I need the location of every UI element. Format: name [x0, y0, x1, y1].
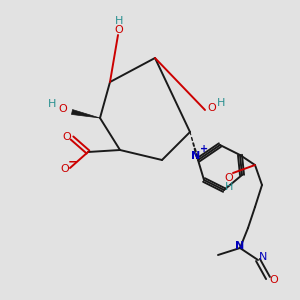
- Text: H: H: [225, 182, 233, 192]
- Text: H: H: [115, 16, 123, 26]
- Text: O: O: [270, 275, 278, 285]
- Text: O: O: [61, 164, 69, 174]
- Text: O: O: [58, 104, 68, 114]
- Text: O: O: [63, 132, 71, 142]
- Text: O: O: [225, 173, 233, 183]
- Text: N: N: [236, 241, 244, 251]
- Text: O: O: [208, 103, 216, 113]
- Polygon shape: [71, 110, 100, 118]
- Text: O: O: [115, 25, 123, 35]
- Text: N: N: [191, 151, 201, 161]
- Text: N: N: [259, 252, 267, 262]
- Text: −: −: [68, 155, 78, 169]
- Text: H: H: [48, 99, 56, 109]
- Text: +: +: [200, 144, 208, 154]
- Text: H: H: [217, 98, 225, 108]
